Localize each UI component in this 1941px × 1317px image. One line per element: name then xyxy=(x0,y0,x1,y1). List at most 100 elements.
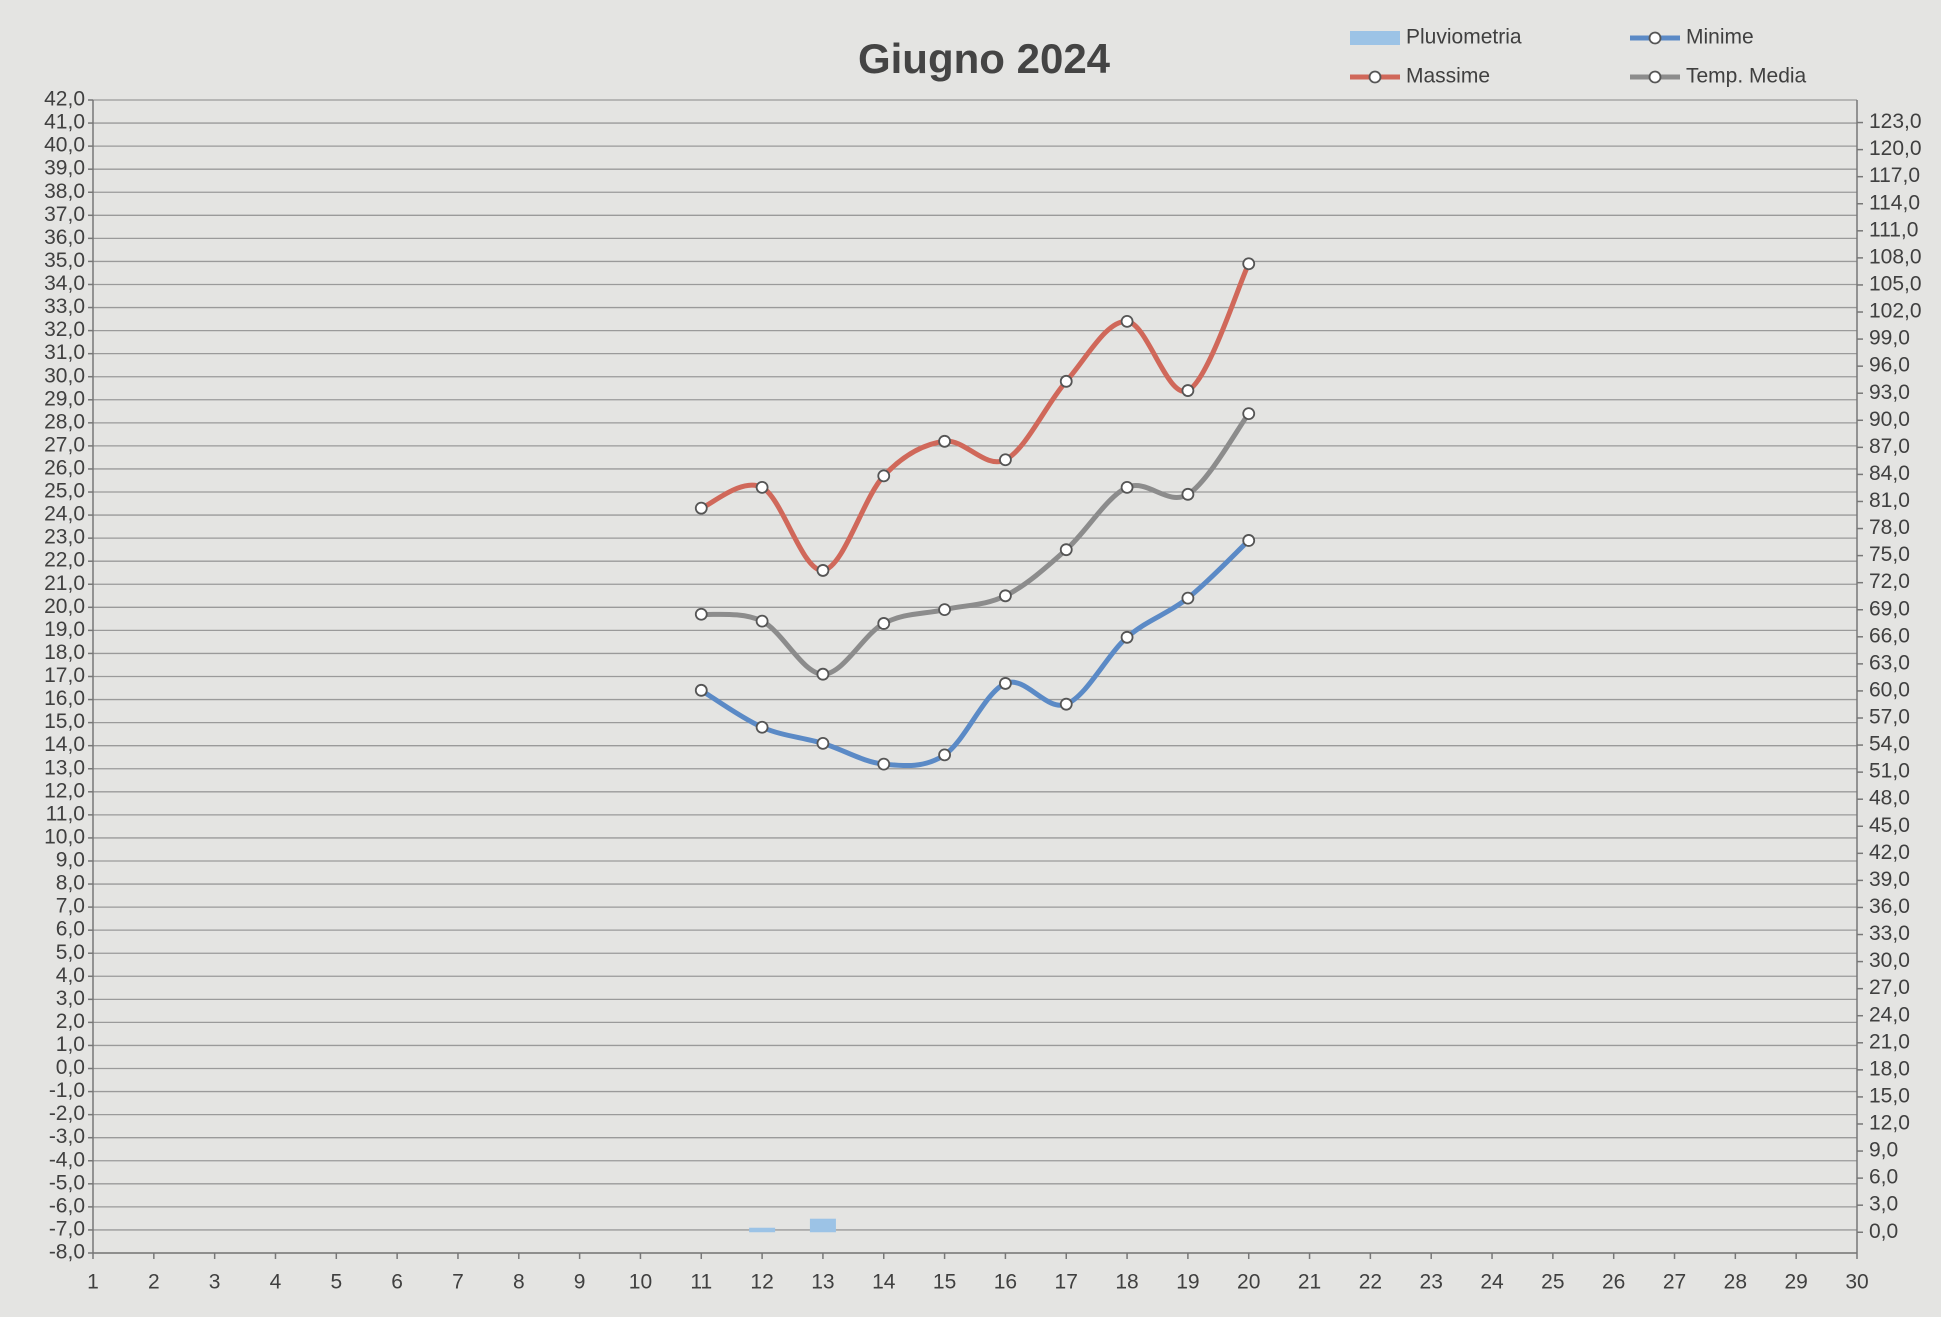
legend-swatch xyxy=(1350,31,1400,45)
x-tick-label: 24 xyxy=(1480,1271,1504,1294)
y2-tick-label: 108,0 xyxy=(1869,245,1922,268)
y-tick-label: -6,0 xyxy=(49,1194,85,1217)
y-tick-label: 32,0 xyxy=(44,318,85,341)
y-tick-label: 11,0 xyxy=(46,802,85,825)
point-marker xyxy=(1242,534,1256,547)
y-tick-label: 33,0 xyxy=(44,295,85,318)
point-marker xyxy=(1120,314,1134,328)
legend-label: Temp. Media xyxy=(1686,65,1807,88)
x-tick-label: 11 xyxy=(690,1271,712,1294)
y-tick-label: 37,0 xyxy=(44,203,85,226)
y2-tick-label: 120,0 xyxy=(1869,137,1922,160)
y-tick-label: 22,0 xyxy=(44,549,85,572)
y-tick-label: 25,0 xyxy=(44,480,85,503)
point-marker xyxy=(1242,407,1256,421)
x-tick-label: 8 xyxy=(513,1271,525,1294)
x-tick-label: 3 xyxy=(209,1271,221,1294)
legend-label: Minime xyxy=(1686,26,1754,49)
y-tick-label: 18,0 xyxy=(44,641,85,664)
series-line xyxy=(700,412,1251,677)
y-tick-label: 41,0 xyxy=(44,111,85,134)
point-marker xyxy=(1059,374,1073,388)
series-line xyxy=(699,538,1251,769)
series-line xyxy=(700,262,1251,573)
x-tick-label: 5 xyxy=(330,1271,342,1294)
y2-tick-label: 21,0 xyxy=(1869,1030,1910,1053)
x-tick-label: 28 xyxy=(1724,1271,1747,1294)
y2-tick-label: 24,0 xyxy=(1869,1003,1910,1026)
y2-tick-label: 57,0 xyxy=(1869,706,1910,729)
point-marker xyxy=(1181,591,1195,605)
point-marker xyxy=(694,683,708,697)
y2-tick-label: 81,0 xyxy=(1869,489,1910,512)
y-tick-label: 9,0 xyxy=(56,849,85,872)
y2-tick-label: 39,0 xyxy=(1869,868,1910,891)
y-tick-label: 36,0 xyxy=(44,226,85,249)
y-tick-label: -1,0 xyxy=(49,1079,85,1102)
point-marker xyxy=(938,434,951,448)
x-tick-label: 21 xyxy=(1298,1271,1321,1294)
y-tick-label: 31,0 xyxy=(44,341,85,364)
x-tick-label: 20 xyxy=(1237,1271,1260,1294)
y2-tick-label: 72,0 xyxy=(1869,570,1910,593)
point-marker xyxy=(877,757,891,771)
y2-tick-label: 102,0 xyxy=(1869,300,1922,323)
legend-label: Massime xyxy=(1406,65,1490,88)
y2-tick-label: 0,0 xyxy=(1869,1220,1898,1243)
y-tick-label: 29,0 xyxy=(44,387,85,410)
y-tick-label: 17,0 xyxy=(44,664,85,687)
y-tick-label: 39,0 xyxy=(44,157,85,180)
x-tick-label: 10 xyxy=(629,1271,652,1294)
point-marker xyxy=(1120,481,1134,494)
y2-tick-label: 90,0 xyxy=(1869,408,1910,431)
point-marker xyxy=(999,589,1012,603)
y2-tick-label: 15,0 xyxy=(1869,1084,1910,1107)
y-tick-label: -8,0 xyxy=(49,1241,85,1264)
chart-title: Giugno 2024 xyxy=(858,35,1111,82)
x-tick-label: 2 xyxy=(148,1271,160,1294)
y-tick-label: 20,0 xyxy=(44,595,85,618)
x-tick-label: 19 xyxy=(1176,1271,1199,1294)
x-tick-label: 1 xyxy=(87,1271,99,1294)
y-tick-label: 13,0 xyxy=(44,756,85,779)
y-tick-label: 1,0 xyxy=(56,1033,85,1056)
y2-tick-label: 111,0 xyxy=(1869,218,1918,241)
point-marker xyxy=(755,481,769,494)
y2-tick-label: 12,0 xyxy=(1869,1112,1910,1135)
x-tick-label: 18 xyxy=(1115,1271,1138,1294)
x-tick-label: 22 xyxy=(1359,1271,1382,1294)
y2-tick-label: 3,0 xyxy=(1869,1193,1898,1216)
y-tick-label: -4,0 xyxy=(49,1148,85,1171)
y2-tick-label: 78,0 xyxy=(1869,516,1910,539)
y-tick-label: -7,0 xyxy=(49,1217,85,1240)
y-tick-label: 0,0 xyxy=(56,1056,85,1079)
y-tick-label: 4,0 xyxy=(56,964,85,987)
y-tick-label: 2,0 xyxy=(56,1010,85,1033)
y-tick-label: 28,0 xyxy=(44,410,85,433)
x-tick-label: 14 xyxy=(872,1271,896,1294)
y2-tick-label: 54,0 xyxy=(1869,733,1910,756)
y2-tick-label: 114,0 xyxy=(1869,191,1920,214)
point-marker xyxy=(938,748,951,762)
y-tick-label: 42,0 xyxy=(44,88,85,111)
x-tick-label: 9 xyxy=(574,1271,586,1294)
y2-tick-label: 6,0 xyxy=(1869,1166,1898,1189)
x-tick-label: 4 xyxy=(270,1271,282,1294)
point-marker xyxy=(1181,487,1195,501)
x-tick-label: 29 xyxy=(1784,1271,1807,1294)
rain-bar xyxy=(809,1218,836,1233)
point-marker xyxy=(755,720,769,734)
y-tick-label: 5,0 xyxy=(56,941,85,964)
x-tick-label: 16 xyxy=(994,1271,1017,1294)
y-tick-label: -5,0 xyxy=(49,1171,85,1194)
x-tick-label: 7 xyxy=(452,1271,464,1294)
y-tick-label: 3,0 xyxy=(56,987,85,1010)
y2-tick-label: 105,0 xyxy=(1869,272,1922,295)
x-tick-label: 13 xyxy=(811,1271,834,1294)
point-marker xyxy=(816,667,830,681)
y-tick-label: 16,0 xyxy=(44,687,85,710)
point-marker xyxy=(877,617,891,630)
y-tick-label: 23,0 xyxy=(44,526,85,549)
y2-tick-label: 96,0 xyxy=(1869,354,1910,377)
